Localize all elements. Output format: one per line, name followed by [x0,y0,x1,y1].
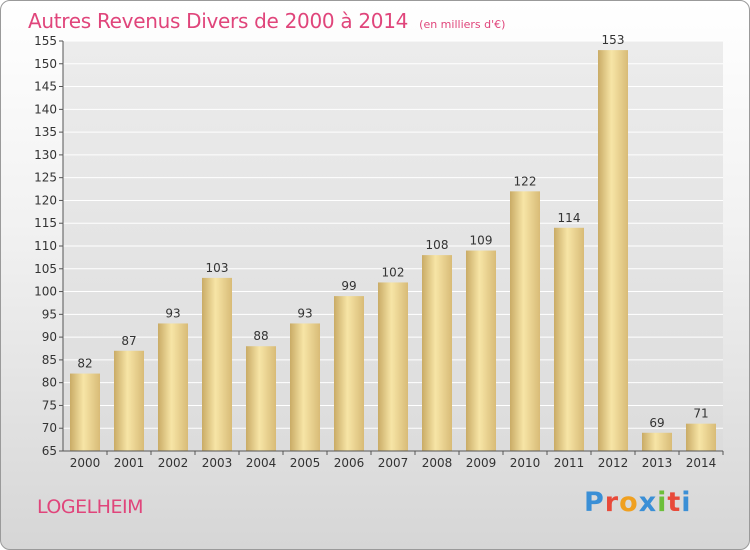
brand-letter: t [667,487,682,518]
chart-unit: (en milliers d'€) [419,18,506,31]
brand-letter: x [638,487,658,518]
bar [114,350,144,451]
bar [598,50,628,451]
axes [62,41,723,452]
bar [202,277,232,451]
x-tick-label: 2005 [290,456,321,470]
y-axis-ticks: 65 70 75 80 85 90 95 100 105 110 115 120 125 130 135 14… [34,34,63,458]
y-tick-label: 150 [34,57,57,71]
x-tick-label: 2002 [158,456,189,470]
brand-letter: o [619,487,639,518]
bar [70,373,100,451]
bar [554,227,584,451]
y-tick-label: 130 [34,148,57,162]
brand-logo: Proxiti [584,487,692,518]
y-tick-label: 95 [42,307,57,321]
bars: 82 87 93 103 88 93 99 102 108 109 122 114 153 69 71 [70,33,716,452]
y-tick-label: 110 [34,239,57,253]
bar-value-label: 71 [693,407,708,421]
y-tick-label: 120 [34,193,57,207]
x-tick-label: 2007 [378,456,409,470]
y-tick-label: 135 [34,125,57,139]
bar-value-label: 88 [253,329,268,343]
bar [378,282,408,451]
y-tick-label: 90 [42,330,57,344]
x-tick-label: 2003 [202,456,233,470]
bar-value-label: 69 [649,416,664,430]
x-tick-label: 2014 [686,456,717,470]
bar [510,191,540,452]
chart-title: Autres Revenus Divers de 2000 à 2014 [28,9,409,33]
brand-letter: i [657,487,668,518]
y-tick-label: 75 [42,398,57,412]
bar-value-label: 93 [297,306,312,320]
bar-value-label: 122 [514,174,537,188]
bar-value-label: 102 [382,265,405,279]
bar-value-label: 87 [121,334,136,348]
bar [686,423,716,451]
bar [158,323,188,451]
y-tick-label: 155 [34,34,57,48]
bar-value-label: 153 [602,33,625,47]
bar [642,432,672,451]
x-tick-label: 2001 [114,456,145,470]
bar-value-label: 99 [341,279,356,293]
x-tick-label: 2009 [466,456,497,470]
y-tick-label: 115 [34,216,57,230]
x-tick-label: 2008 [422,456,453,470]
y-tick-label: 85 [42,353,57,367]
bar-value-label: 103 [206,261,229,275]
bar-value-label: 82 [77,357,92,371]
bar-value-label: 93 [165,306,180,320]
title-row: Autres Revenus Divers de 2000 à 2014 (en… [28,9,505,33]
bar [290,323,320,451]
bar [422,255,452,451]
brand-letter: r [604,487,620,518]
y-tick-label: 140 [34,102,57,116]
x-tick-label: 2000 [70,456,101,470]
x-axis-ticks: 2000 2001 2002 2003 2004 2005 2006 2007 2008 2009… [70,451,724,470]
x-tick-label: 2006 [334,456,365,470]
brand-letter: i [681,487,692,518]
x-tick-label: 2004 [246,456,277,470]
bar [246,346,276,451]
brand-letter: P [584,487,605,518]
y-tick-label: 125 [34,171,57,185]
y-tick-label: 65 [42,444,57,458]
x-tick-label: 2012 [598,456,629,470]
x-tick-label: 2010 [510,456,541,470]
y-tick-label: 100 [34,285,57,299]
bar [334,296,364,451]
y-tick-label: 80 [42,376,57,390]
bar-value-label: 109 [470,234,493,248]
bar-value-label: 108 [426,238,449,252]
y-tick-label: 70 [42,421,57,435]
y-tick-label: 105 [34,262,57,276]
x-tick-label: 2013 [642,456,673,470]
city-name: LOGELHEIM [37,496,143,518]
y-tick-label: 145 [34,80,57,94]
x-tick-label: 2011 [554,456,585,470]
bar-value-label: 114 [558,211,581,225]
bar [466,250,496,451]
